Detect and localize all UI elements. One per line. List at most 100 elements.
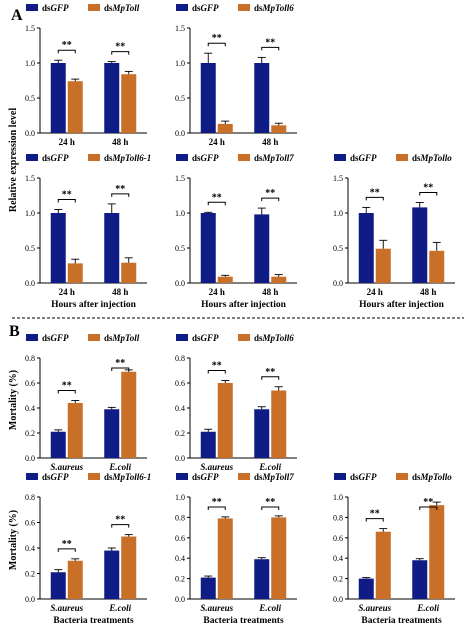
y-tick-label: 0.8: [25, 354, 35, 363]
x-tick-label: E.coli: [108, 603, 131, 613]
bar-dsGFP-1: [254, 409, 270, 458]
legend-swatch: [88, 334, 100, 341]
y-tick-label: 0.2: [25, 429, 35, 438]
legend-swatch: [176, 473, 188, 480]
y-tick-label: 1.0: [175, 493, 185, 502]
bar-dsMpToll6-1-0: [67, 560, 83, 599]
bar-dsMpToll6-1-1: [121, 536, 137, 599]
legend-swatch: [238, 4, 250, 11]
bar-dsMpTollo-0: [375, 531, 391, 599]
legend-label: dsMpToll: [104, 333, 140, 343]
bar-dsMpToll6-1-1: [121, 262, 137, 283]
bar-dsMpToll6-1-0: [67, 263, 83, 283]
legend-label: dsMpToll6: [254, 3, 294, 13]
legend-swatch: [396, 473, 408, 480]
bar-dsGFP-1: [104, 409, 120, 458]
y-tick-label: 0.6: [25, 379, 35, 388]
x-tick-label: 24 h: [59, 137, 75, 147]
legend-label: dsMpToll7: [254, 153, 294, 163]
y-tick-label: 0.0: [175, 595, 185, 604]
bar-dsMpToll7-0: [217, 276, 233, 283]
charts-group: dsGFP dsMpToll 0.0 0.5 1.0 1.5 ** 24 h ** 48 h dsG…: [25, 3, 455, 626]
panel-label-a: A: [11, 7, 23, 24]
legend-label: dsGFP: [350, 153, 377, 163]
bar-dsGFP-1: [104, 550, 120, 599]
chart-3: dsGFP dsMpToll6-1 0.0 0.5 1.0 1.5 ** 24 h ** 48 h…: [25, 153, 151, 310]
y-tick-label: 0.6: [333, 534, 343, 543]
significance-label: **: [265, 188, 275, 199]
x-tick-label: 48 h: [112, 287, 128, 297]
y-tick-label: 0.4: [175, 554, 185, 563]
x-axis-title: Hours after injection: [51, 300, 136, 310]
significance-label: **: [370, 509, 380, 520]
x-tick-label: S.aureus: [200, 462, 233, 472]
y-tick-label: 0.4: [25, 404, 35, 413]
bar-dsGFP-0: [358, 578, 374, 599]
legend-label: dsMpToll6: [254, 333, 294, 343]
y-tick-label: 0.0: [175, 129, 185, 138]
bar-dsMpToll7-1: [271, 276, 287, 283]
bar-dsGFP-0: [200, 577, 216, 599]
legend-label: dsGFP: [192, 3, 219, 13]
legend-swatch: [396, 154, 408, 161]
legend-label: dsGFP: [192, 153, 219, 163]
y-tick-label: 0.5: [25, 94, 35, 103]
bar-dsMpToll6-1: [271, 390, 287, 458]
x-tick-label: 24 h: [209, 287, 225, 297]
chart-1: dsGFP dsMpToll 0.0 0.5 1.0 1.5 ** 24 h ** 48 h: [25, 3, 147, 147]
significance-bracket: [419, 192, 438, 196]
x-tick-label: E.coli: [258, 462, 281, 472]
y-tick-label: 0.8: [175, 513, 185, 522]
legend-swatch: [176, 154, 188, 161]
legend-label: dsMpToll6-1: [104, 472, 151, 482]
legend-swatch: [238, 473, 250, 480]
significance-bracket: [261, 197, 280, 202]
y-tick-label: 1.5: [25, 174, 35, 183]
chart-7: dsGFP dsMpToll6 0.0 0.2 0.4 0.6 0.8 ** S.aureus *…: [175, 333, 297, 472]
y-tick-label: 1.0: [175, 59, 185, 68]
y-tick-label: 0.2: [175, 429, 185, 438]
y-tick-label: 0.5: [175, 94, 185, 103]
bar-dsGFP-0: [50, 572, 66, 599]
y-tick-label: 0.0: [25, 454, 35, 463]
significance-bracket: [365, 196, 384, 201]
y-tick-label: 0.2: [175, 575, 185, 584]
legend-label: dsGFP: [42, 333, 69, 343]
legend-label: dsGFP: [350, 472, 377, 482]
y-tick-label: 1.0: [25, 59, 35, 68]
legend-swatch: [26, 154, 38, 161]
y-tick-label: 0.2: [25, 570, 35, 579]
significance-label: **: [62, 381, 72, 392]
significance-bracket: [111, 367, 130, 371]
y-tick-label: 1.5: [333, 174, 343, 183]
y-tick-label: 0.0: [333, 595, 343, 604]
y-tick-label: 0.4: [333, 554, 343, 563]
y-axis-label-mortality-bottom: Mortality (%): [8, 510, 19, 570]
y-tick-label: 0.8: [175, 354, 185, 363]
significance-bracket: [57, 199, 76, 203]
y-tick-label: 0.0: [333, 279, 343, 288]
x-tick-label: 48 h: [262, 287, 278, 297]
bar-dsMpToll7-1: [271, 517, 287, 599]
significance-label: **: [115, 184, 125, 195]
chart-8: dsGFP dsMpToll6-1 0.0 0.2 0.4 0.6 0.8 ** S.aureu…: [25, 472, 151, 626]
y-tick-label: 0.4: [175, 404, 185, 413]
x-tick-label: E.coli: [416, 603, 439, 613]
legend-label: dsGFP: [42, 153, 69, 163]
x-tick-label: 48 h: [262, 137, 278, 147]
significance-label: **: [115, 515, 125, 526]
chart-4: dsGFP dsMpToll7 0.0 0.5 1.0 1.5 ** 24 h ** 48 h Ho…: [175, 153, 297, 310]
y-tick-label: 0.0: [25, 279, 35, 288]
significance-label: **: [212, 497, 222, 508]
significance-bracket: [207, 201, 226, 206]
bar-dsMpToll-1: [121, 371, 137, 458]
significance-bracket: [57, 548, 76, 552]
legend-swatch: [88, 473, 100, 480]
significance-bracket: [111, 193, 130, 197]
y-tick-label: 1.0: [25, 209, 35, 218]
bar-dsMpToll-0: [67, 81, 83, 133]
y-tick-label: 0.4: [25, 544, 35, 553]
y-tick-label: 0.0: [25, 595, 35, 604]
y-axis-label-mortality-top: Mortality (%): [8, 370, 19, 430]
